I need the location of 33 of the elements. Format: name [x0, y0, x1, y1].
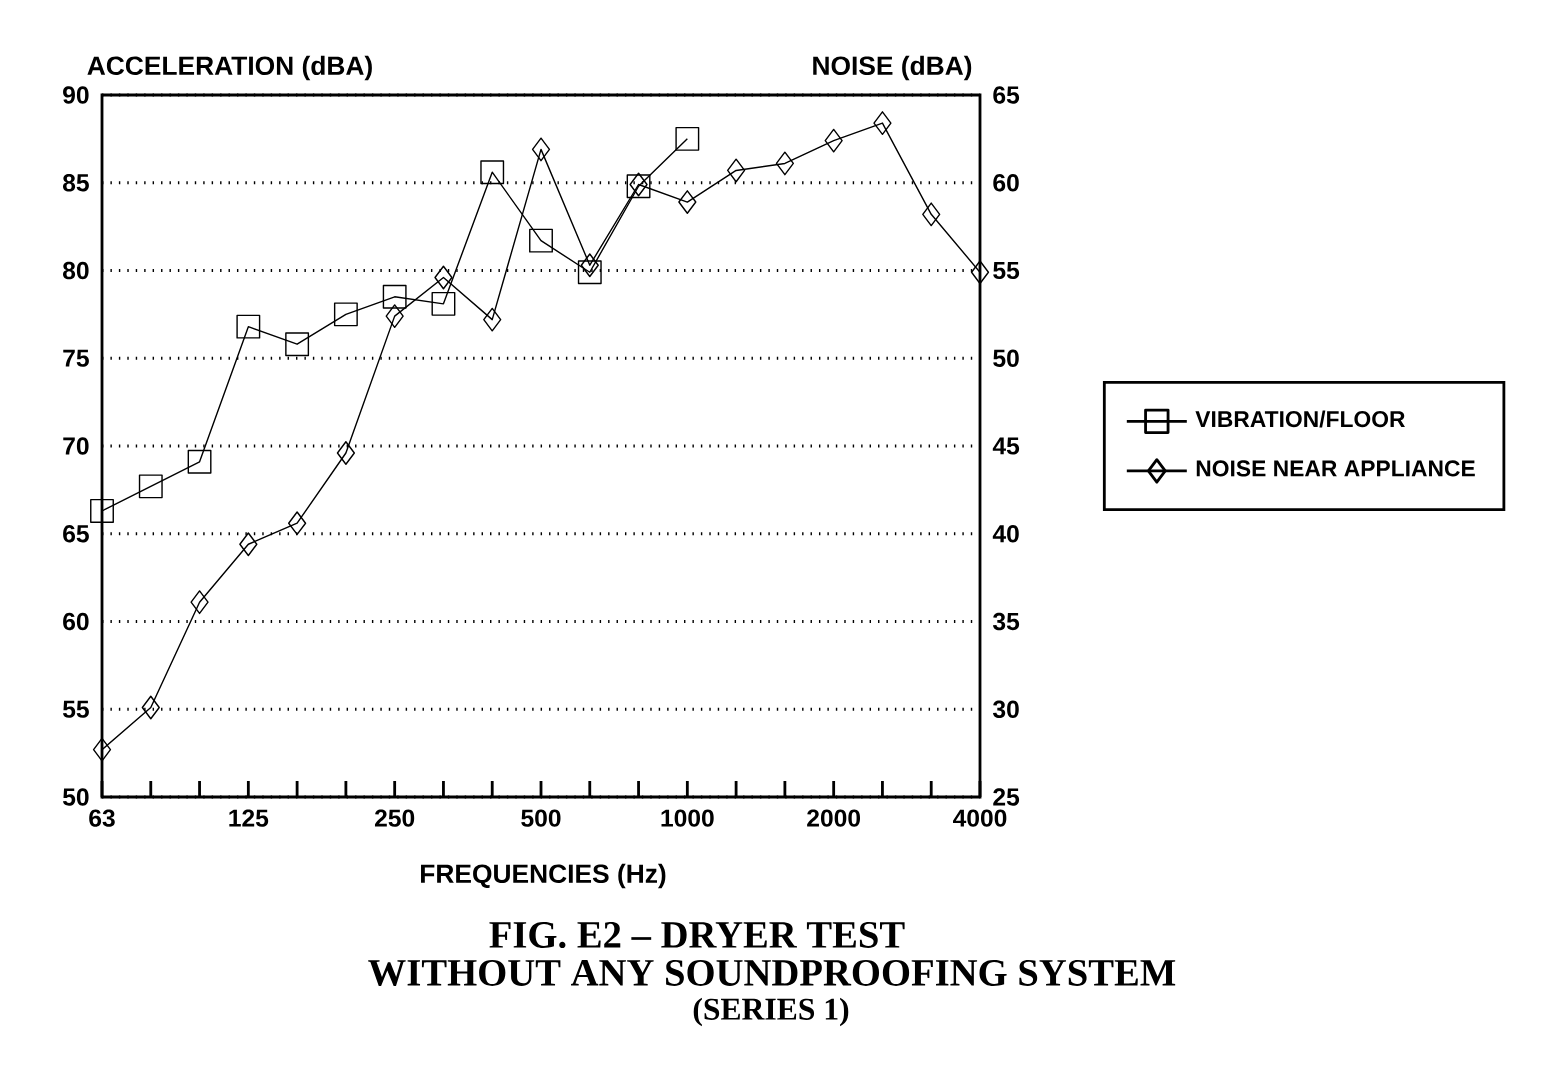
y2-axis-title: NOISE (dBA) — [813, 55, 972, 81]
y2-tick-label: 65 — [993, 86, 1020, 104]
x-tick-label: 2000 — [807, 809, 861, 827]
y2-tick-label: 25 — [993, 788, 1020, 806]
text: WITHOUT ANY SOUNDPROOFING SYSTEM — [368, 959, 1176, 987]
text: (SERIES 1) — [693, 997, 849, 1027]
x-axis-title: FREQUENCIES (Hz) — [421, 863, 666, 889]
y-tick-label: 80 — [63, 261, 89, 280]
y2-tick-label: 45 — [992, 437, 1020, 455]
x-tick-label: 125 — [229, 809, 269, 827]
x-tick-label: 4000 — [953, 809, 1007, 827]
y-tick-label: 50 — [63, 788, 89, 806]
x-tick-label: 500 — [521, 809, 561, 827]
legend-label: VIBRATION/FLOOR — [1195, 410, 1406, 428]
y-tick-label: 65 — [63, 525, 89, 543]
y-tick-label: 60 — [63, 612, 89, 631]
y2-tick-label: 50 — [993, 349, 1019, 367]
y-tick-label: 85 — [63, 174, 89, 192]
y2-tick-label: 40 — [992, 525, 1019, 543]
x-tick-label: 250 — [374, 809, 415, 827]
y-tick-label: 55 — [63, 700, 89, 718]
y-tick-label: 90 — [63, 86, 89, 104]
x-tick-label: 1000 — [661, 809, 714, 827]
legend-label: NOISE NEAR APPLIANCE — [1196, 460, 1475, 477]
y2-tick-label: 55 — [993, 261, 1020, 280]
y2-tick-label: 60 — [993, 174, 1019, 192]
y-axis-title: ACCELERATION (dBA) — [87, 55, 372, 81]
text: FIG. E2 – DRYER TEST — [489, 921, 905, 949]
y2-tick-label: 35 — [992, 612, 1020, 631]
y-tick-label: 70 — [63, 437, 89, 455]
x-tick-label: 63 — [89, 809, 115, 827]
y-tick-label: 75 — [63, 349, 89, 367]
y2-tick-label: 30 — [992, 700, 1019, 718]
